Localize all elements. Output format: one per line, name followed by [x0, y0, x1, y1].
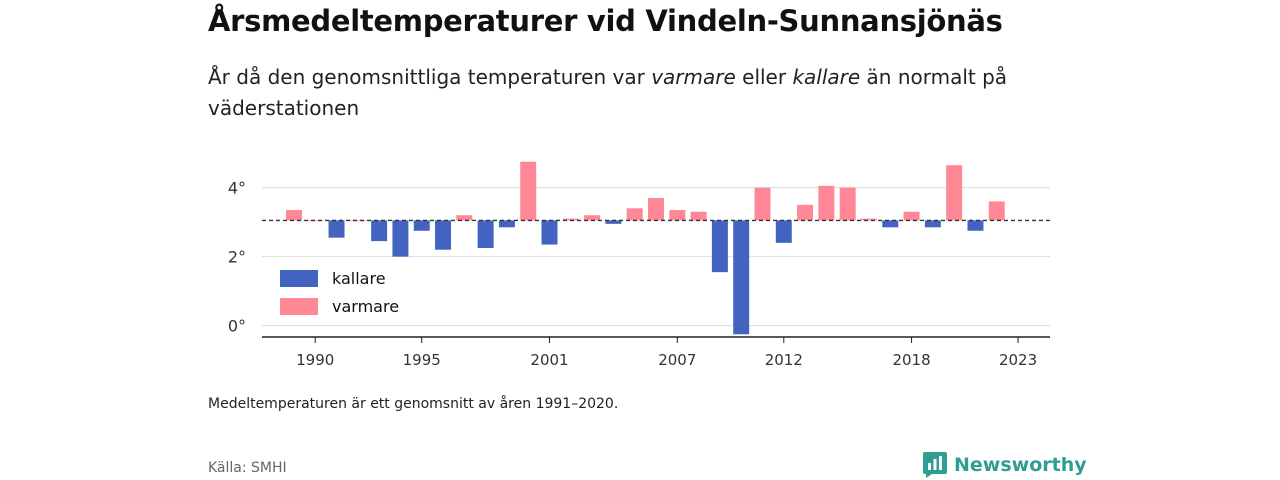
chart-note: Medeltemperaturen är ett genomsnitt av å… — [208, 396, 619, 412]
bar-2016 — [860, 218, 877, 221]
x-tick-label: 1995 — [403, 351, 441, 369]
x-tick-label: 1990 — [296, 351, 334, 369]
bar-2018 — [903, 211, 920, 221]
bar-2002 — [562, 218, 579, 221]
bar-1991 — [328, 220, 345, 238]
bar-2022 — [988, 201, 1005, 221]
y-tick-label: 0° — [228, 317, 246, 336]
bar-2005 — [626, 208, 643, 221]
bar-1999 — [498, 220, 515, 228]
bar-1989 — [285, 210, 302, 221]
bar-2013 — [797, 204, 814, 221]
brand-name: Newsworthy — [954, 454, 1087, 476]
bar-2004 — [605, 220, 622, 224]
legend-swatch-kallare — [280, 270, 318, 287]
bar-2000 — [520, 161, 537, 221]
legend-label-varmare: varmare — [332, 297, 399, 316]
bar-2010 — [733, 220, 750, 335]
bar-2021 — [967, 220, 984, 231]
subtitle-text-2: eller — [735, 65, 793, 89]
bar-1996 — [435, 220, 452, 250]
bar-1993 — [371, 220, 388, 242]
bar-1995 — [413, 220, 430, 231]
source-label: Källa: SMHI — [208, 460, 287, 476]
bar-2019 — [924, 220, 941, 228]
bar-2006 — [648, 197, 664, 221]
subtitle-warmer-word: varmare — [651, 65, 736, 89]
bar-1992 — [349, 220, 366, 222]
x-tick-label: 2001 — [530, 351, 568, 369]
y-tick-label: 4° — [228, 179, 246, 198]
chart-title: Årsmedeltemperaturer vid Vindeln-Sunnans… — [208, 4, 1003, 38]
bar-2012 — [775, 220, 792, 243]
legend-swatch-varmare — [280, 298, 318, 315]
bar-2015 — [839, 187, 856, 221]
bar-2003 — [584, 215, 601, 221]
bar-2009 — [711, 220, 728, 273]
chart-subtitle: År då den genomsnittliga temperaturen va… — [208, 62, 1068, 124]
chart-bubble-icon — [923, 452, 947, 478]
bar-2017 — [882, 220, 899, 228]
legend-label-kallare: kallare — [332, 269, 386, 288]
bar-1998 — [477, 220, 494, 248]
newsworthy-logo[interactable]: Newsworthy — [922, 451, 1087, 479]
bar-1997 — [456, 215, 473, 221]
subtitle-text-3: än normalt på väderstationen — [208, 65, 1008, 120]
bar-1990 — [307, 220, 324, 222]
x-tick-label: 2007 — [658, 351, 696, 369]
bar-1994 — [392, 220, 409, 257]
bar-2011 — [754, 187, 771, 221]
subtitle-colder-word: kallare — [792, 65, 861, 89]
bar-2001 — [541, 220, 558, 245]
y-tick-label: 2° — [228, 248, 246, 267]
x-tick-label: 2012 — [765, 351, 803, 369]
bar-2007 — [669, 210, 686, 221]
bar-2020 — [946, 165, 963, 221]
subtitle-text-1: År då den genomsnittliga temperaturen va… — [208, 65, 652, 89]
x-tick-label: 2018 — [892, 351, 930, 369]
x-tick-label: 2023 — [999, 351, 1037, 369]
bar-2014 — [818, 185, 835, 221]
bar-2008 — [690, 211, 707, 221]
